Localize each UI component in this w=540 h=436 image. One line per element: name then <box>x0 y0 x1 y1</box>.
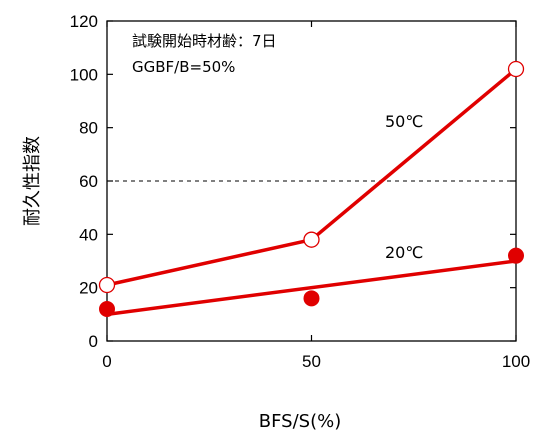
series-label-20c: 20℃ <box>385 243 423 262</box>
y-tick-label: 100 <box>70 65 98 84</box>
data-point-1 <box>99 301 115 317</box>
data-point-0 <box>507 60 525 78</box>
data-point-1 <box>508 247 524 264</box>
y-tick-label: 0 <box>89 332 98 351</box>
y-tick-label: 20 <box>79 279 98 298</box>
y-tick-label: 120 <box>70 12 98 31</box>
series-label-50c: 50℃ <box>385 112 423 131</box>
x-axis: 0 50 100 <box>102 21 530 371</box>
y-tick-label: 80 <box>79 119 98 138</box>
annotation-ratio: GGBF/B=50% <box>132 58 235 76</box>
x-tick-label: 100 <box>502 352 530 371</box>
series-layer <box>98 60 525 317</box>
data-point-0 <box>303 231 320 248</box>
data-point-1 <box>303 290 320 307</box>
y-tick-label: 40 <box>79 225 98 244</box>
data-point-0 <box>98 276 116 294</box>
y-tick-label: 60 <box>79 172 98 191</box>
x-tick-label: 0 <box>102 352 111 371</box>
x-tick-label: 50 <box>302 352 321 371</box>
x-axis-title: BFS/S(%) <box>259 411 341 432</box>
annotation-age: 試験開始時材齢：7日 <box>132 32 277 50</box>
series-line-1 <box>106 259 517 317</box>
y-axis-title: 耐久性指数 <box>22 136 43 226</box>
